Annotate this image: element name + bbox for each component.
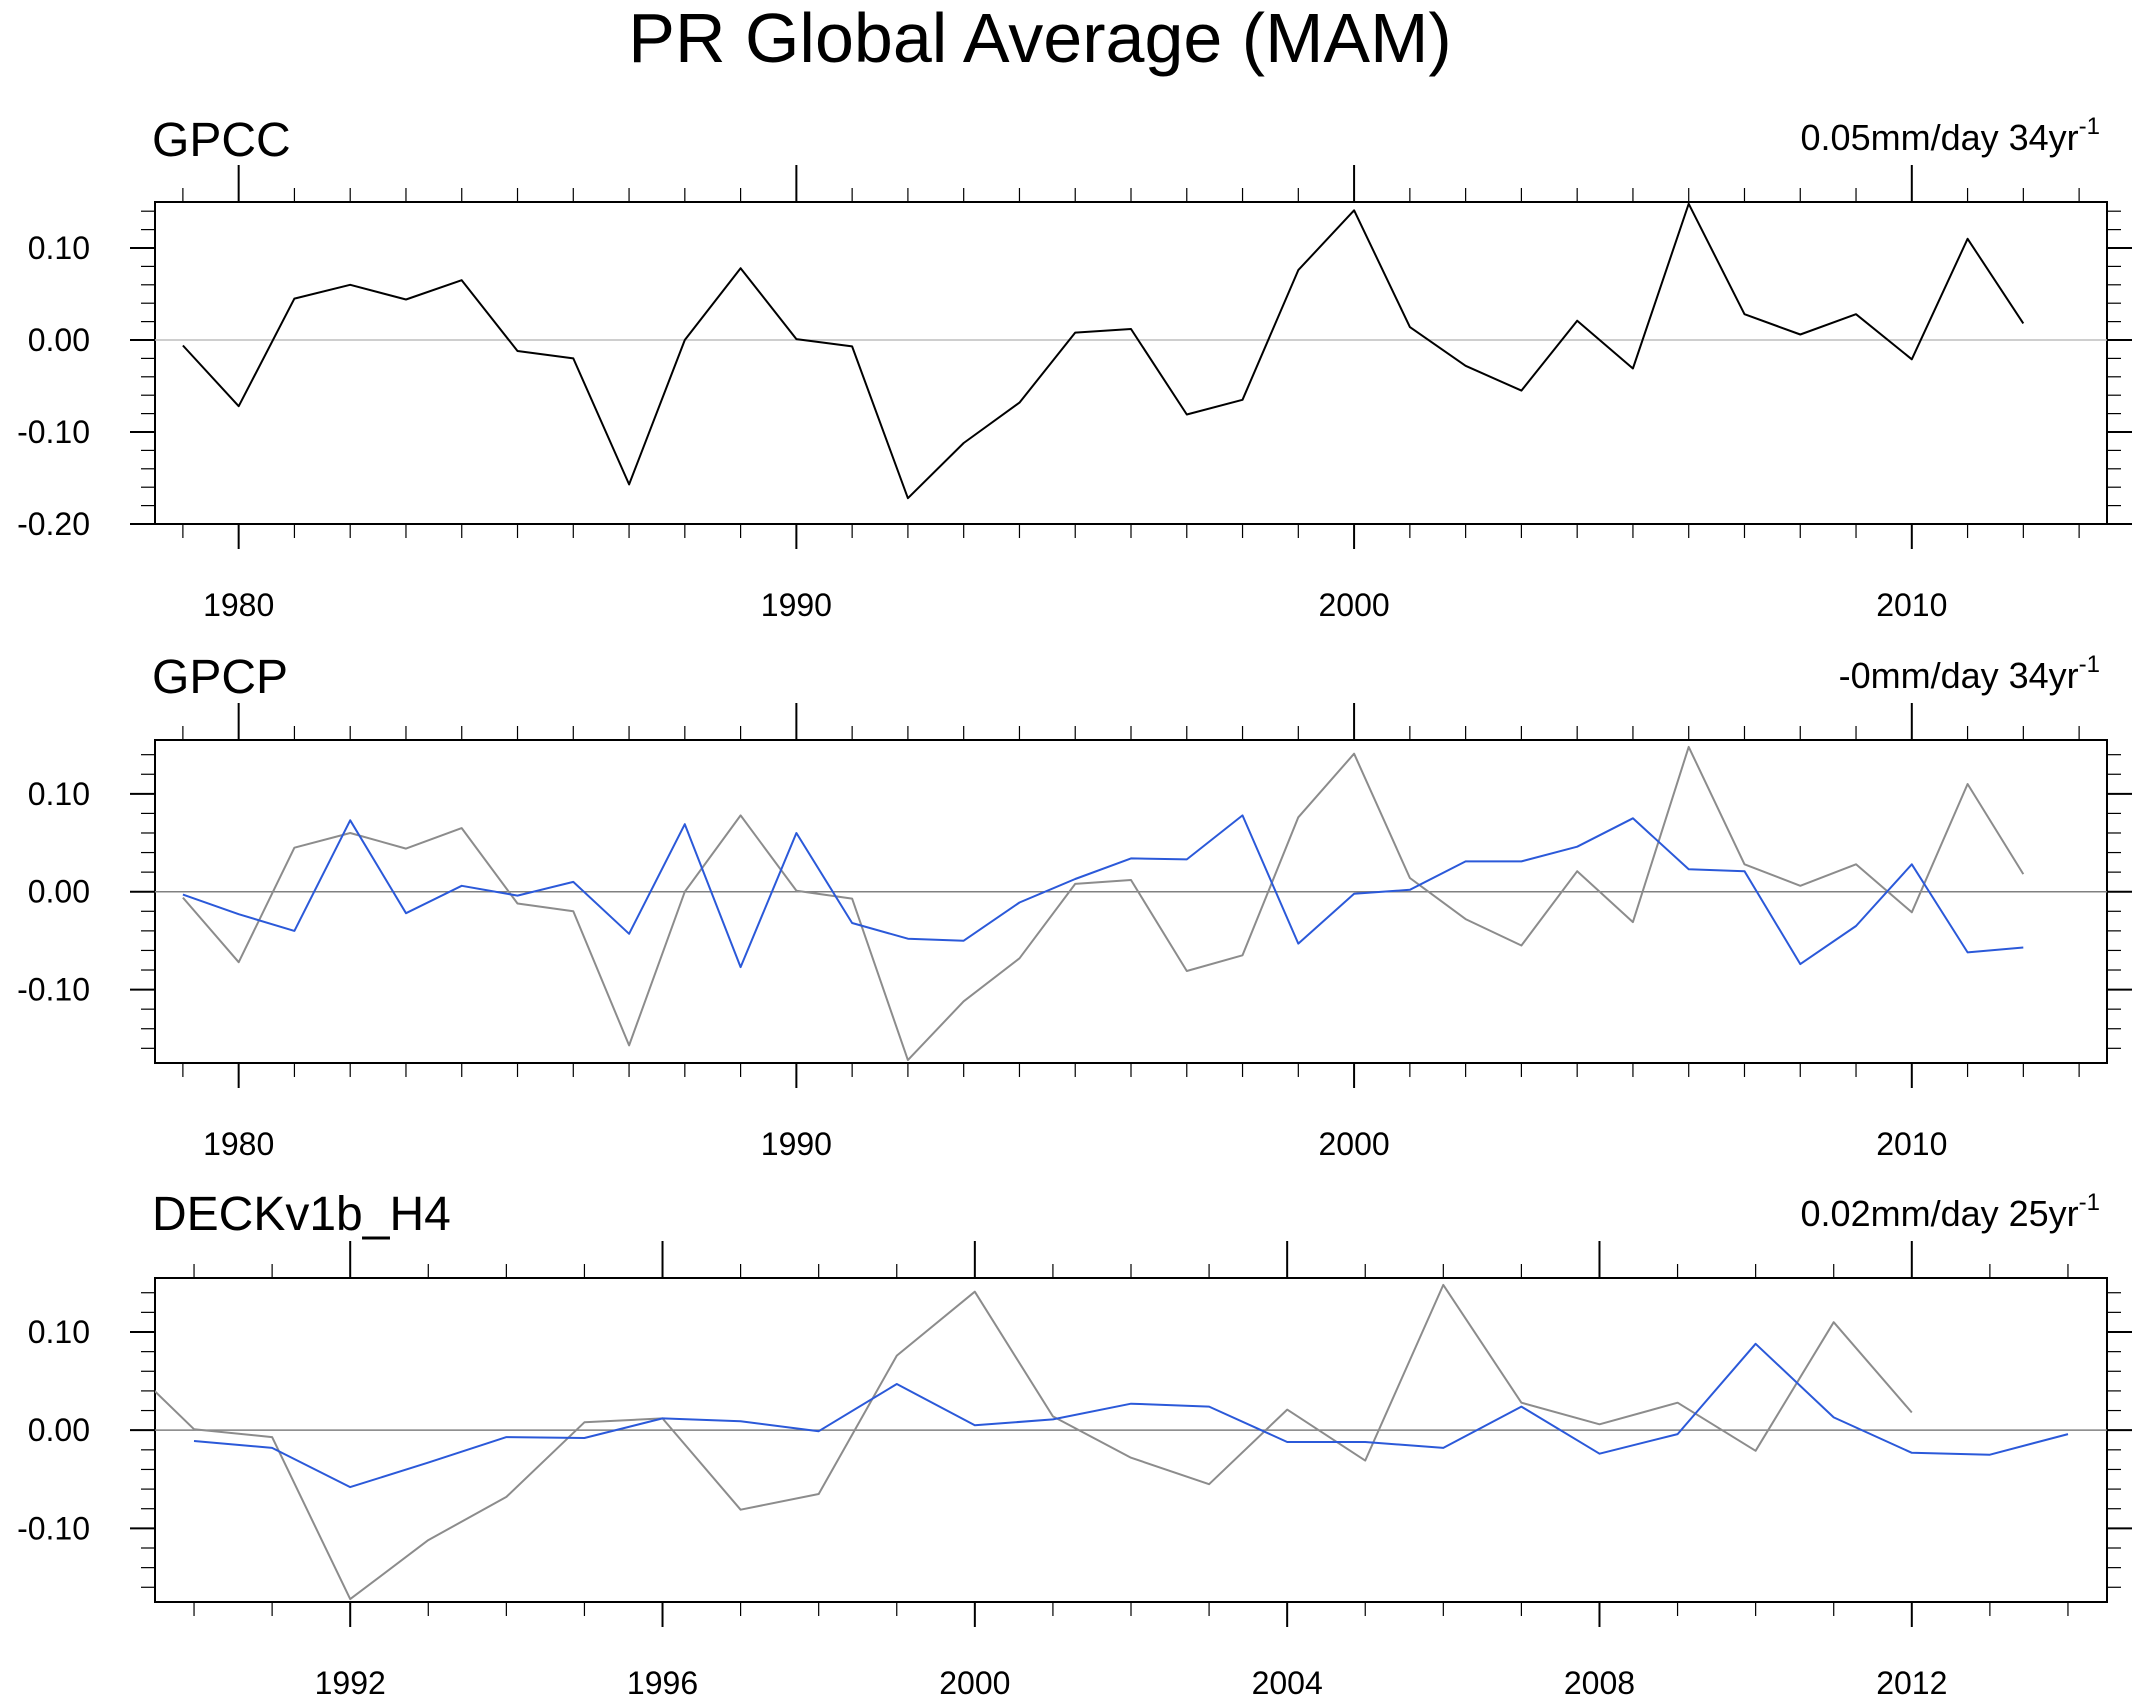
x-tick-label: 1980 bbox=[203, 587, 274, 623]
series-line-deckv1b-h4 bbox=[193, 1342, 2069, 1489]
chart-content: 0.10 0.00 -0.10 1980 1990 2000 2010 bbox=[17, 703, 2132, 1162]
trend-value: -0mm/day 34yr bbox=[1839, 655, 2079, 696]
series-line-gpcc bbox=[182, 745, 2025, 1062]
panel-title: GPCC bbox=[152, 114, 291, 167]
panel-gpcc: GPCC 0.05mm/day 34yr-1 0.10 0.00 -0.10 -0.2… bbox=[17, 113, 2132, 623]
y-tick-label: 0.10 bbox=[28, 1314, 90, 1350]
y-tick-label: 0.10 bbox=[28, 776, 90, 812]
trend-exponent: -1 bbox=[2079, 113, 2100, 140]
y-tick-label: -0.10 bbox=[17, 414, 90, 450]
x-tick-label: 1992 bbox=[315, 1665, 386, 1701]
chart-content: 0.10 0.00 -0.10 -0.20 1980 1990 2000 2010 bbox=[17, 165, 2132, 623]
trend-exponent: -1 bbox=[2079, 1189, 2100, 1216]
main-title: PR Global Average (MAM) bbox=[628, 0, 1451, 77]
trend-label: -0mm/day 34yr-1 bbox=[1839, 651, 2100, 696]
trend-label: 0.02mm/day 25yr-1 bbox=[1801, 1189, 2100, 1234]
x-tick-label: 1980 bbox=[203, 1126, 274, 1162]
x-tick-label: 2000 bbox=[939, 1665, 1010, 1701]
x-tick-label: 2004 bbox=[1252, 1665, 1323, 1701]
x-tick-label: 2010 bbox=[1876, 587, 1947, 623]
trend-value: 0.05mm/day 34yr bbox=[1801, 117, 2079, 158]
y-tick-label: -0.20 bbox=[17, 506, 90, 542]
y-tick-label: 0.10 bbox=[28, 230, 90, 266]
panel-title: GPCP bbox=[152, 651, 288, 704]
y-tick-label: 0.00 bbox=[28, 322, 90, 358]
x-tick-label: 2010 bbox=[1876, 1126, 1947, 1162]
x-tick-label: 2012 bbox=[1876, 1665, 1947, 1701]
panel-deckv1b-h4: DECKv1b_H4 0.02mm/day 25yr-1 0.10 0.00 -0.… bbox=[17, 1188, 2132, 1701]
y-tick-label: 0.00 bbox=[28, 874, 90, 910]
trend-label: 0.05mm/day 34yr-1 bbox=[1801, 113, 2100, 158]
series-line-gpcc bbox=[155, 1283, 1913, 1601]
panel-title: DECKv1b_H4 bbox=[152, 1188, 451, 1241]
y-tick-label: 0.00 bbox=[28, 1412, 90, 1448]
chart-content: 0.10 0.00 -0.10 1992 1996 2000 2004 2008 2012 bbox=[17, 1241, 2132, 1701]
x-tick-label: 1990 bbox=[761, 587, 832, 623]
y-tick-label: -0.10 bbox=[17, 1510, 90, 1546]
x-tick-label: 2000 bbox=[1318, 587, 1389, 623]
plot-frame bbox=[154, 739, 2108, 1064]
trend-exponent: -1 bbox=[2079, 651, 2100, 678]
plot-frame bbox=[154, 201, 2108, 525]
plot-frame bbox=[154, 1277, 2108, 1603]
trend-value: 0.02mm/day 25yr bbox=[1801, 1193, 2079, 1234]
x-tick-label: 2000 bbox=[1318, 1126, 1389, 1162]
series-line-gpcp bbox=[182, 814, 2024, 969]
x-tick-label: 2008 bbox=[1564, 1665, 1635, 1701]
series-line-gpcc bbox=[182, 202, 2025, 500]
y-tick-label: -0.10 bbox=[17, 972, 90, 1008]
x-tick-label: 1996 bbox=[627, 1665, 698, 1701]
panel-gpcp: GPCP -0mm/day 34yr-1 0.10 0.00 -0.10 1980 19… bbox=[17, 651, 2132, 1162]
x-tick-label: 1990 bbox=[761, 1126, 832, 1162]
